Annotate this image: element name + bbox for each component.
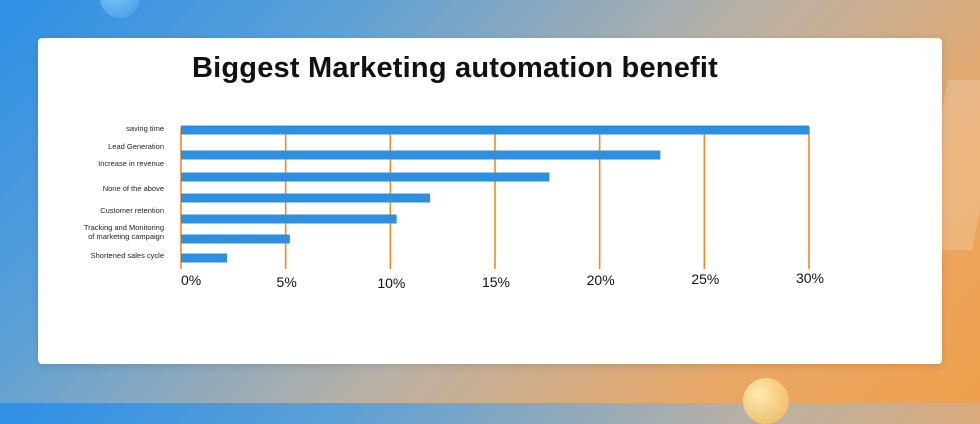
- category-label: Shortened sales cycle: [91, 251, 164, 260]
- bar-1: [181, 125, 809, 135]
- bar-chart: saving time Lead Generation Increase in re…: [84, 124, 824, 291]
- chart-title: Biggest Marketing automation benefit: [191, 52, 718, 84]
- tick-label: 25%: [691, 271, 719, 287]
- category-label: saving time: [126, 124, 164, 133]
- tick-label: 30%: [796, 270, 824, 286]
- bar-3: [181, 172, 550, 182]
- bar-2: [181, 150, 661, 160]
- tick-label: 20%: [587, 272, 615, 288]
- bar-5: [181, 214, 397, 224]
- decorative-bubble: [100, 0, 140, 18]
- tick-label: 5%: [277, 274, 297, 290]
- category-label: Lead Generation: [108, 142, 164, 151]
- bar-7: [181, 253, 228, 263]
- tick-label: 0%: [181, 272, 201, 288]
- category-label: Tracking and Monitoring of marketing camp…: [84, 223, 164, 241]
- category-label: Increase in revenue: [98, 159, 164, 168]
- bar-4: [181, 193, 431, 203]
- category-label: None of the above: [103, 184, 164, 193]
- tick-label: 15%: [482, 274, 510, 290]
- category-label: Customer retention: [100, 206, 164, 215]
- bar-6: [181, 234, 290, 244]
- tick-label: 10%: [377, 275, 405, 291]
